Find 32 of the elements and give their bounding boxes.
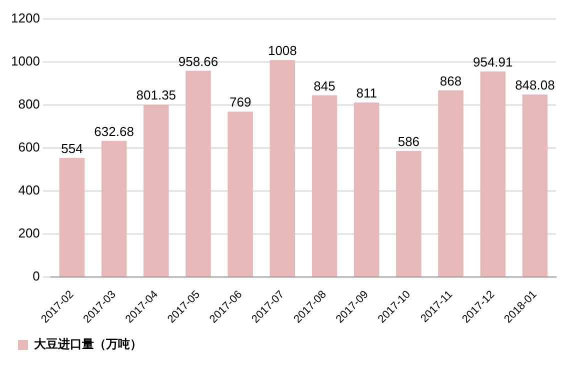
data-label: 811 xyxy=(356,86,377,101)
y-tick-label: 600 xyxy=(18,140,40,155)
data-label: 848.08 xyxy=(515,78,555,93)
data-label: 845 xyxy=(314,78,336,94)
bar xyxy=(270,60,296,277)
bar xyxy=(186,70,211,277)
bar xyxy=(59,158,85,277)
bar xyxy=(396,150,422,277)
data-label: 958.66 xyxy=(178,54,218,69)
legend-label: 大豆进口量（万吨） xyxy=(34,337,142,352)
y-tick-label: 1200 xyxy=(11,10,40,26)
y-tick-label: 1000 xyxy=(11,53,40,68)
bar xyxy=(144,104,169,277)
data-label: 769 xyxy=(229,94,252,110)
y-tick-label: 800 xyxy=(18,96,40,112)
data-label: 801.35 xyxy=(136,88,176,103)
bar xyxy=(480,72,506,277)
data-label: 632.68 xyxy=(94,124,134,140)
bar xyxy=(354,102,380,277)
bar xyxy=(522,94,548,277)
bar xyxy=(438,90,464,277)
data-label: 586 xyxy=(398,134,420,150)
data-label: 554 xyxy=(61,140,83,156)
y-tick-label: 200 xyxy=(18,226,40,241)
y-tick-label: 400 xyxy=(18,182,40,198)
bar xyxy=(312,95,338,277)
data-label: 954.91 xyxy=(472,54,513,70)
bar xyxy=(101,140,127,277)
bar xyxy=(228,112,253,277)
y-tick-label: 0 xyxy=(32,268,40,284)
data-label: 1008 xyxy=(268,43,297,58)
data-label: 868 xyxy=(440,73,462,88)
